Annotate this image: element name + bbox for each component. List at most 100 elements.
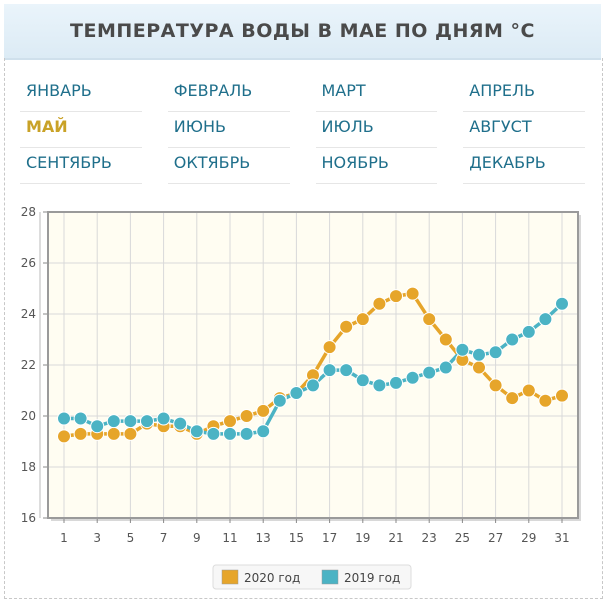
content-frame xyxy=(4,58,603,599)
x-tick-label: 13 xyxy=(256,531,271,545)
x-tick-label: 29 xyxy=(521,531,536,545)
data-point xyxy=(123,426,138,441)
data-point xyxy=(505,332,520,347)
y-tick-label: 18 xyxy=(21,460,36,474)
data-point xyxy=(339,363,354,378)
data-point xyxy=(289,386,304,401)
data-point xyxy=(488,345,503,360)
data-point xyxy=(521,324,536,339)
month-link-march[interactable]: МАРТ xyxy=(315,76,438,112)
data-point xyxy=(256,424,271,439)
data-point xyxy=(272,393,287,408)
data-point xyxy=(173,416,188,431)
data-point xyxy=(73,411,88,426)
series-points-2019 xyxy=(57,296,569,441)
data-point xyxy=(73,426,88,441)
month-row: ЯНВАРЬ ФЕВРАЛЬ МАРТ АПРЕЛЬ xyxy=(20,76,585,112)
data-point xyxy=(521,383,536,398)
month-link-november[interactable]: НОЯБРЬ xyxy=(315,148,438,184)
data-point xyxy=(123,414,138,429)
data-point xyxy=(189,424,204,439)
legend-label-2019: 2019 год xyxy=(344,571,400,585)
month-link-december[interactable]: ДЕКАБРЬ xyxy=(463,148,585,184)
x-tick-label: 7 xyxy=(160,531,168,545)
data-point xyxy=(538,393,553,408)
legend-label-2020: 2020 год xyxy=(244,571,300,585)
data-point xyxy=(555,296,569,311)
x-tick-label: 19 xyxy=(355,531,370,545)
data-point xyxy=(505,391,520,406)
data-point xyxy=(239,426,254,441)
data-point xyxy=(405,370,420,385)
y-tick-label: 28 xyxy=(21,205,36,219)
legend-swatch-2020 xyxy=(221,569,239,585)
month-link-july[interactable]: ИЮЛЬ xyxy=(315,112,438,148)
data-point xyxy=(438,332,453,347)
month-link-june[interactable]: ИЮНЬ xyxy=(167,112,290,148)
data-point xyxy=(156,411,171,426)
x-tick-label: 23 xyxy=(422,531,437,545)
x-tick-label: 15 xyxy=(289,531,304,545)
y-tick-label: 16 xyxy=(21,511,36,525)
x-tick-label: 17 xyxy=(322,531,337,545)
y-tick-label: 24 xyxy=(21,307,36,321)
data-point xyxy=(472,360,486,375)
x-tick-label: 1 xyxy=(60,531,68,545)
legend-swatch-2019 xyxy=(321,569,339,585)
data-point xyxy=(472,347,486,362)
series-points-2020 xyxy=(57,286,569,444)
data-point xyxy=(57,429,71,444)
data-point xyxy=(455,342,470,357)
data-point xyxy=(223,414,237,429)
data-point xyxy=(488,378,503,393)
data-point xyxy=(223,426,237,441)
data-point xyxy=(555,388,569,403)
data-point xyxy=(206,426,221,441)
data-point xyxy=(140,414,154,429)
data-point xyxy=(372,378,387,393)
data-point xyxy=(322,363,337,378)
data-point xyxy=(106,414,121,429)
x-tick-label: 11 xyxy=(222,531,237,545)
data-point xyxy=(355,312,370,327)
month-navigation: ЯНВАРЬ ФЕВРАЛЬ МАРТ АПРЕЛЬ МАЙ ИЮНЬ ИЮЛЬ… xyxy=(20,76,585,184)
month-link-april[interactable]: АПРЕЛЬ xyxy=(463,76,585,112)
data-point xyxy=(405,286,420,301)
data-point xyxy=(57,411,71,426)
x-tick-label: 27 xyxy=(488,531,503,545)
y-tick-label: 20 xyxy=(21,409,36,423)
data-point xyxy=(306,378,320,393)
data-point xyxy=(422,312,437,327)
x-tick-label: 3 xyxy=(93,531,101,545)
chart-legend: 2020 год 2019 год xyxy=(212,564,412,590)
x-tick-label: 5 xyxy=(127,531,135,545)
month-link-september[interactable]: СЕНТЯБРЬ xyxy=(20,148,142,184)
month-link-august[interactable]: АВГУСТ xyxy=(463,112,585,148)
x-tick-label: 25 xyxy=(455,531,470,545)
plot-border xyxy=(47,211,579,519)
x-tick-label: 9 xyxy=(193,531,201,545)
month-row: СЕНТЯБРЬ ОКТЯБРЬ НОЯБРЬ ДЕКАБРЬ xyxy=(20,148,585,184)
data-point xyxy=(389,289,403,304)
y-tick-label: 26 xyxy=(21,256,36,270)
data-point xyxy=(322,340,337,355)
page-title: ТЕМПЕРАТУРА ВОДЫ В МАЕ ПО ДНЯМ °C xyxy=(70,20,535,42)
data-point xyxy=(90,419,105,434)
data-point xyxy=(339,319,354,334)
y-tick-label: 22 xyxy=(21,358,36,372)
data-point xyxy=(355,373,370,388)
x-tick-label: 21 xyxy=(388,531,403,545)
month-link-january[interactable]: ЯНВАРЬ xyxy=(20,76,142,112)
page-header: ТЕМПЕРАТУРА ВОДЫ В МАЕ ПО ДНЯМ °C xyxy=(4,4,601,60)
data-point xyxy=(239,409,254,423)
legend-box xyxy=(212,564,412,590)
data-point xyxy=(256,403,271,418)
month-row: МАЙ ИЮНЬ ИЮЛЬ АВГУСТ xyxy=(20,112,585,148)
data-point xyxy=(422,365,437,380)
month-link-february[interactable]: ФЕВРАЛЬ xyxy=(167,76,290,112)
month-link-may[interactable]: МАЙ xyxy=(20,112,142,148)
month-link-october[interactable]: ОКТЯБРЬ xyxy=(167,148,290,184)
data-point xyxy=(438,360,453,375)
data-point xyxy=(538,312,553,327)
